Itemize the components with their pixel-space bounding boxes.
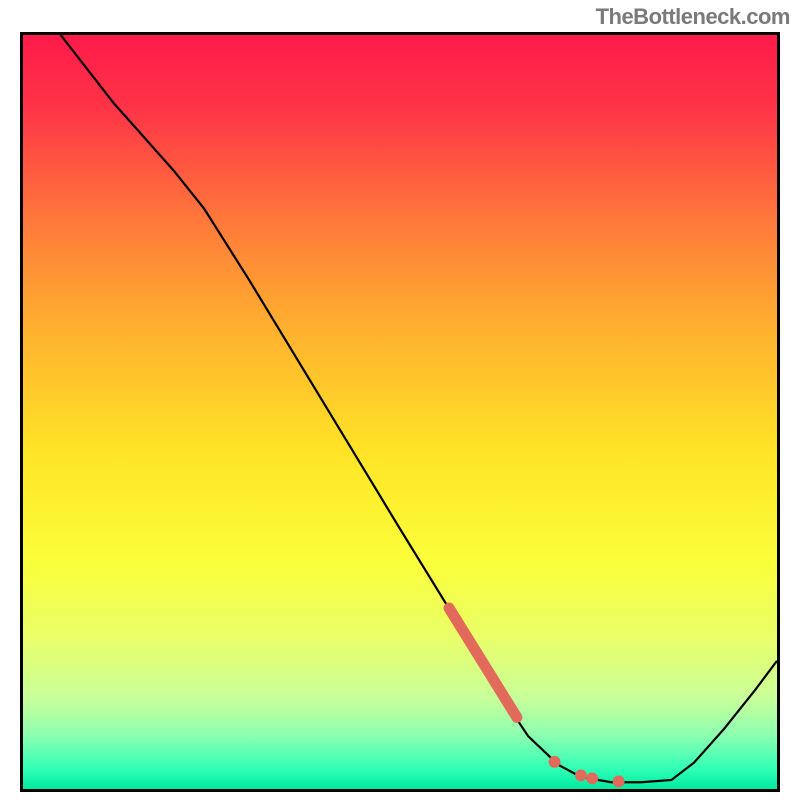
plot-area [20,32,780,792]
highlight-dot [549,756,561,768]
chart-container: TheBottleneck.com [0,0,800,800]
highlight-dot [586,772,598,784]
highlight-dot [613,776,625,788]
watermark-text: TheBottleneck.com [596,4,790,30]
curve-line [61,35,777,782]
highlight-dot [575,769,587,781]
highlight-dots [549,756,625,788]
highlight-band [449,608,517,717]
chart-overlay [23,35,777,789]
